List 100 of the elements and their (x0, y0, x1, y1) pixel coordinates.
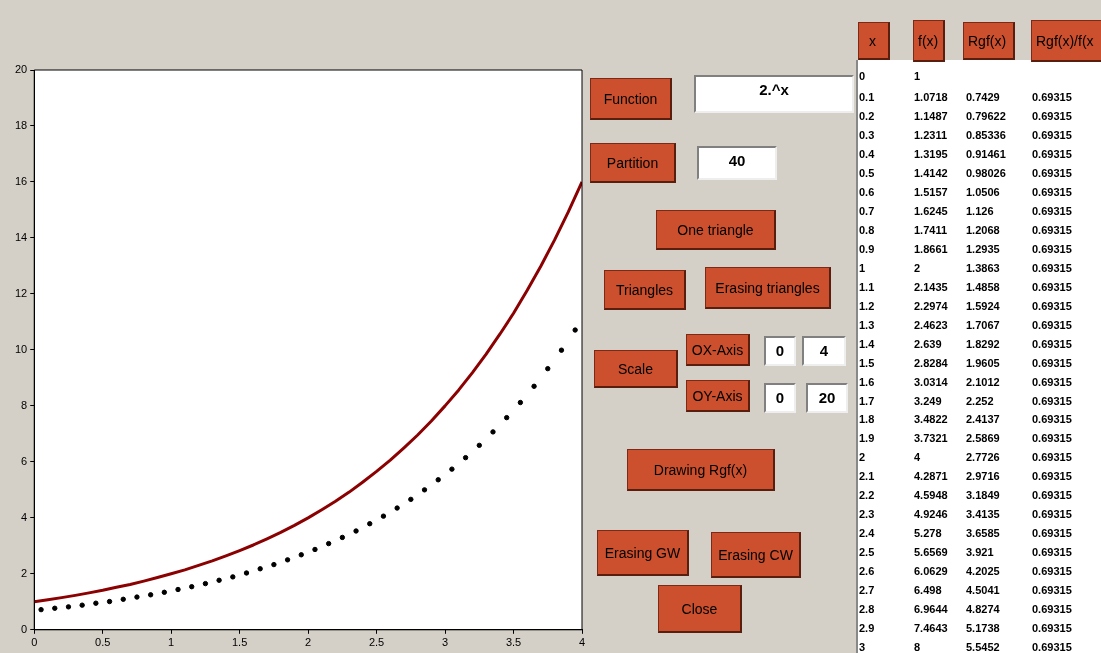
x-tick-label: 2 (305, 636, 312, 649)
text: 3.4822 (914, 413, 948, 426)
text-field: 0 (764, 336, 796, 366)
x-tick-label: 0 (31, 636, 38, 649)
text: 0.69315 (1032, 299, 1072, 312)
text: 1.2068 (966, 223, 1000, 236)
text: 1.0718 (914, 91, 948, 103)
button: OX-Axis (686, 334, 750, 366)
header-button: Rgf(x) (963, 22, 1015, 60)
text: 1.3863 (966, 261, 1000, 274)
x-tick-label: 4 (578, 636, 586, 649)
text: 1.2935 (966, 242, 1000, 255)
x-tick-label: 1.5 (232, 636, 248, 649)
text: 2.5869 (966, 432, 1000, 445)
text: 3.4135 (966, 508, 1000, 521)
text: 2.4623 (914, 318, 948, 331)
header-button: x (858, 22, 890, 60)
y-tick-label: 4 (21, 510, 28, 523)
y-tick-label: 14 (14, 230, 28, 243)
text: 0.69315 (1032, 394, 1072, 407)
text: 3.0314 (914, 375, 948, 388)
text: 1 (914, 70, 921, 82)
text: 1.5924 (966, 299, 1000, 312)
text: 0.69315 (1032, 166, 1072, 179)
text: 6.9644 (914, 603, 948, 616)
text: 3.7321 (914, 432, 948, 445)
text: 7.4643 (914, 622, 948, 635)
text: 5.1738 (966, 622, 1000, 635)
text: 4 (914, 451, 921, 464)
button: Scale (594, 350, 678, 388)
text: 0.69315 (1032, 375, 1072, 388)
text: 1.8 (859, 413, 875, 426)
text: 0.98026 (966, 166, 1006, 179)
x-tick-label: 3.5 (505, 636, 522, 649)
text: 0.69315 (1032, 451, 1072, 464)
text: 1.2 (859, 299, 875, 312)
text: 0.69315 (1032, 432, 1072, 445)
text: 3.249 (914, 394, 942, 407)
button: Close (658, 585, 742, 633)
text: 0.69315 (1032, 261, 1072, 274)
y-tick-label: 6 (21, 454, 28, 467)
text: 1.7067 (966, 318, 1000, 331)
text: 2.9716 (966, 470, 1000, 483)
text: 2.3 (859, 508, 875, 521)
y-tick-label: 0 (21, 622, 28, 635)
text: 0.69315 (1032, 546, 1072, 559)
button: Triangles (604, 270, 686, 310)
button: One triangle (656, 210, 776, 250)
text: 0.5 (859, 166, 875, 179)
text: 1.0506 (966, 185, 1000, 198)
x-tick-label: 0.5 (95, 636, 111, 649)
button: OY-Axis (686, 380, 750, 412)
text: 4.5948 (914, 489, 948, 502)
y-tick-label: 16 (14, 174, 28, 187)
text: 1.8661 (914, 242, 948, 255)
text: 0.69315 (1032, 280, 1072, 293)
text: 0.69315 (1032, 91, 1072, 103)
text: 1.8292 (966, 337, 1000, 350)
text: 1.6 (859, 375, 875, 388)
text: 0.69315 (1032, 242, 1072, 255)
text: 2.7 (859, 584, 875, 597)
text: 2.639 (914, 337, 942, 350)
text: 2.1 (859, 470, 875, 483)
text: 0.4 (859, 147, 875, 160)
text: 0.6 (859, 185, 875, 198)
y-tick-label: 2 (21, 566, 28, 579)
x-tick-label: 3 (442, 636, 449, 649)
text: 2.9 (859, 622, 875, 635)
text: 0.69315 (1032, 147, 1072, 160)
text: 1.5157 (914, 185, 948, 198)
text: 4.9246 (914, 508, 948, 521)
text: 0.69315 (1032, 508, 1072, 521)
text: 2.6 (859, 565, 875, 578)
text: 1.9605 (966, 356, 1000, 369)
text: 0.69315 (1032, 318, 1072, 331)
text: 6.0629 (914, 565, 948, 578)
text: 0.3 (859, 128, 875, 141)
text: 1.7 (859, 394, 875, 407)
text: 1.3 (859, 318, 875, 331)
text-field: 40 (697, 146, 777, 180)
text: 5.6569 (914, 546, 948, 559)
text-field: 2.^x (694, 75, 854, 113)
text: 0.69315 (1032, 204, 1072, 217)
text: 0.69315 (1032, 603, 1072, 616)
text: 2.1435 (914, 280, 948, 293)
text-field: 4 (802, 336, 846, 366)
text-field: 0 (764, 383, 796, 413)
text: 0.69315 (1032, 489, 1072, 502)
button: Erasing GW (597, 530, 689, 576)
text: 2 (859, 451, 866, 464)
text: 2 (914, 261, 921, 274)
text: 1.4142 (914, 166, 948, 179)
text: 2.4 (859, 527, 875, 540)
y-tick-label: 12 (14, 286, 28, 299)
text: 4.2025 (966, 565, 1000, 578)
text: 1.6245 (914, 204, 948, 217)
text: 0.69315 (1032, 413, 1072, 426)
text: 0.69315 (1032, 527, 1072, 540)
text: 1.4858 (966, 280, 1000, 293)
x-tick-label: 2.5 (368, 636, 385, 649)
